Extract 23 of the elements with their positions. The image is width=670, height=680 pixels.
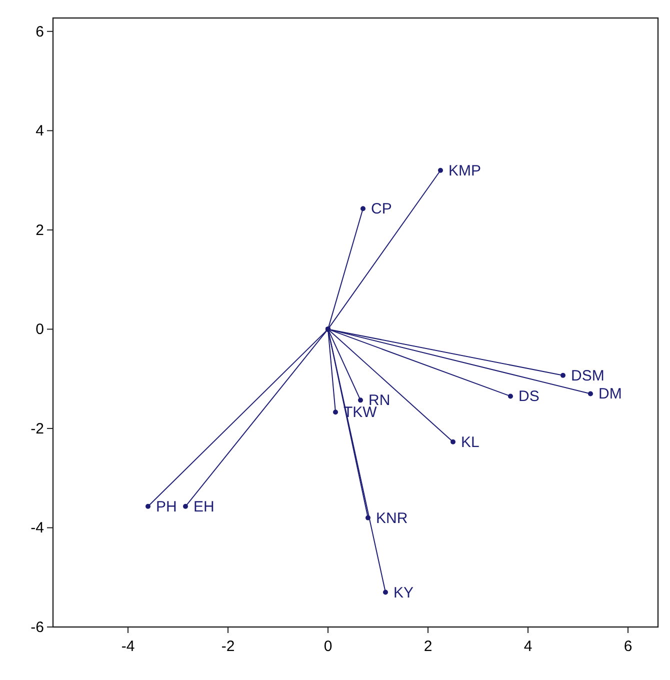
series-label: DM bbox=[598, 386, 622, 403]
x-tick-label: 2 bbox=[424, 638, 432, 655]
series-label: KL bbox=[461, 434, 480, 451]
x-tick-label: 0 bbox=[324, 638, 332, 655]
x-tick-label: 6 bbox=[624, 638, 632, 655]
series-label: KNR bbox=[376, 510, 408, 527]
series-label: PH bbox=[156, 498, 177, 516]
x-tick-label: -4 bbox=[121, 638, 135, 655]
series-label: EH bbox=[194, 498, 214, 516]
series-label: KY bbox=[394, 584, 414, 602]
y-tick-label: 0 bbox=[36, 321, 44, 338]
y-tick-label: -4 bbox=[30, 520, 44, 537]
y-tick-label: -6 bbox=[30, 619, 44, 636]
y-tick-label: 4 bbox=[36, 122, 44, 140]
y-tick-label: 6 bbox=[36, 23, 44, 40]
y-tick-label: 2 bbox=[36, 222, 44, 239]
series-label: CP bbox=[371, 200, 392, 218]
y-tick-label: -2 bbox=[30, 420, 44, 438]
x-tick-label: -2 bbox=[221, 638, 235, 655]
series-label: DSM bbox=[571, 367, 604, 384]
x-tick-label: 4 bbox=[524, 638, 532, 655]
series-label: DS bbox=[518, 388, 540, 406]
series-label: KMP bbox=[448, 162, 482, 180]
